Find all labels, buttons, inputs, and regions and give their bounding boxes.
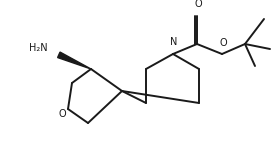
- Polygon shape: [58, 52, 91, 69]
- Text: O: O: [194, 0, 202, 9]
- Text: O: O: [58, 109, 66, 119]
- Text: H₂N: H₂N: [29, 43, 48, 53]
- Text: O: O: [219, 38, 227, 48]
- Text: N: N: [170, 37, 178, 47]
